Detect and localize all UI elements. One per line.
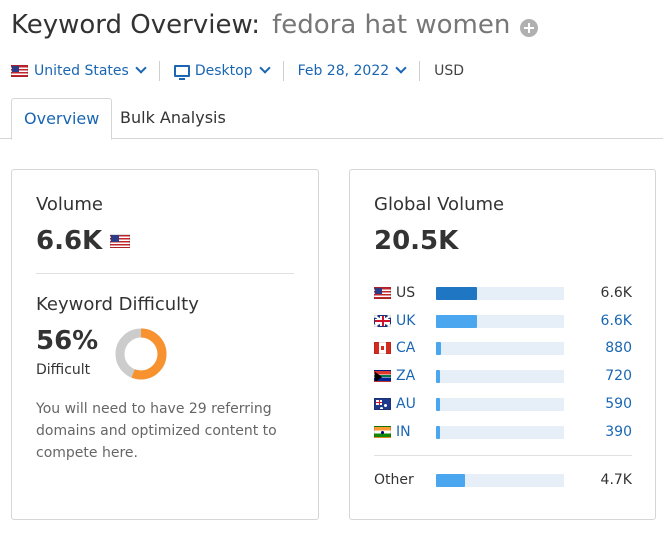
- country-code: US: [396, 285, 416, 301]
- page-header: Keyword Overview: fedora hat women: [11, 7, 539, 43]
- page-title: Keyword Overview:: [11, 10, 261, 40]
- flag-in-icon: [374, 426, 391, 438]
- flag-au-icon: [374, 398, 391, 410]
- volume-bar-track: [436, 286, 564, 300]
- volume-bar: [436, 286, 477, 300]
- volume-bar: [436, 369, 440, 383]
- filter-divider: [158, 61, 160, 81]
- filter-divider: [419, 61, 421, 81]
- global-volume-card: Global Volume 20.5K US 6.6K UK 6.6K CA 880 ZA 7…: [349, 169, 656, 520]
- us-flag-icon: [11, 65, 28, 77]
- volume-bar: [436, 473, 465, 487]
- keyword-difficulty-label: Keyword Difficulty: [36, 294, 199, 315]
- country-code[interactable]: IN: [396, 424, 411, 440]
- country-code[interactable]: UK: [396, 313, 416, 329]
- tab-bar: Overview Bulk Analysis: [0, 98, 663, 140]
- country-row[interactable]: IN 390: [374, 422, 636, 442]
- database-selector[interactable]: United States: [11, 62, 147, 79]
- volume-bar: [436, 425, 440, 439]
- other-value: 4.7K: [600, 472, 632, 488]
- volume-bar-track: [436, 473, 564, 487]
- us-flag-icon: [110, 234, 131, 248]
- country-volume[interactable]: 880: [605, 340, 632, 356]
- volume-bar: [436, 314, 477, 328]
- device-selector[interactable]: Desktop: [173, 62, 271, 80]
- add-icon[interactable]: [520, 19, 539, 37]
- desktop-icon: [173, 65, 190, 80]
- filter-divider: [282, 61, 284, 81]
- donut-arc: [115, 328, 167, 380]
- keyword-difficulty-value: 56%: [36, 326, 99, 356]
- global-volume-value: 20.5K: [374, 226, 459, 256]
- country-code[interactable]: CA: [396, 340, 416, 356]
- card-divider: [374, 455, 632, 456]
- volume-bar-track: [436, 397, 564, 411]
- country-row: Other 4.7K: [374, 470, 636, 490]
- chevron-down-icon: [258, 62, 271, 74]
- country-row[interactable]: US 6.6K: [374, 283, 636, 303]
- other-label: Other: [374, 472, 414, 488]
- chevron-down-icon: [135, 62, 147, 74]
- flag-za-icon: [374, 370, 391, 382]
- country-volume[interactable]: 6.6K: [600, 313, 632, 329]
- volume-value: 6.6K: [36, 226, 103, 256]
- date-label: Feb 28, 2022: [297, 63, 390, 79]
- volume-bar: [436, 341, 441, 355]
- country-code[interactable]: AU: [396, 396, 416, 412]
- volume-bar-track: [436, 314, 564, 328]
- card-divider: [36, 273, 294, 274]
- date-selector[interactable]: Feb 28, 2022: [297, 62, 407, 79]
- volume-bar-track: [436, 369, 564, 383]
- filters-bar: United States Desktop Feb 28, 2022 USD: [11, 59, 464, 83]
- currency-label: USD: [434, 63, 465, 79]
- country-row[interactable]: CA 880: [374, 338, 636, 358]
- country-volume: 6.6K: [600, 285, 632, 301]
- flag-uk-icon: [374, 315, 391, 327]
- volume-bar-track: [436, 425, 564, 439]
- flag-us-icon: [374, 287, 391, 299]
- database-label: United States: [34, 63, 129, 79]
- volume-card: Volume 6.6K Keyword Difficulty 56% Diffi…: [11, 169, 319, 520]
- keyword-difficulty-level: Difficult: [36, 362, 91, 378]
- country-row[interactable]: AU 590: [374, 394, 636, 414]
- tab-overview[interactable]: Overview: [11, 98, 113, 140]
- country-volume[interactable]: 390: [605, 424, 632, 440]
- volume-value-row: 6.6K: [36, 226, 131, 256]
- country-row[interactable]: ZA 720: [374, 366, 636, 386]
- difficulty-donut: [115, 328, 167, 380]
- country-volume[interactable]: 590: [605, 396, 632, 412]
- keyword-difficulty-description: You will need to have 29 referring domai…: [36, 401, 277, 461]
- flag-ca-icon: [374, 342, 391, 354]
- country-code[interactable]: ZA: [396, 368, 416, 384]
- chevron-down-icon: [395, 62, 407, 74]
- volume-bar-track: [436, 341, 564, 355]
- volume-bar: [436, 397, 440, 411]
- country-volume[interactable]: 720: [605, 368, 632, 384]
- tab-bulk-analysis[interactable]: Bulk Analysis: [120, 108, 226, 127]
- country-row[interactable]: UK 6.6K: [374, 311, 636, 331]
- global-volume-label: Global Volume: [374, 194, 505, 215]
- volume-label: Volume: [36, 194, 103, 215]
- device-label: Desktop: [194, 63, 253, 79]
- keyword-title: fedora hat women: [272, 10, 511, 40]
